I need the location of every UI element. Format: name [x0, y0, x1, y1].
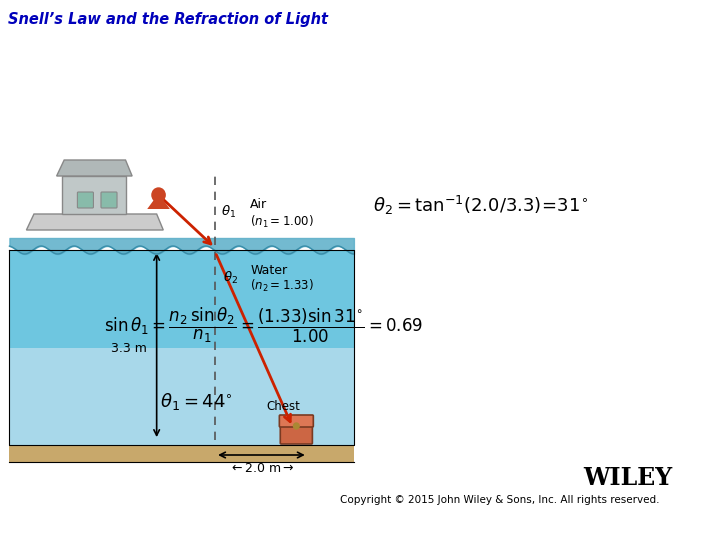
Polygon shape [57, 160, 132, 176]
Polygon shape [9, 445, 354, 462]
FancyBboxPatch shape [63, 176, 127, 214]
FancyBboxPatch shape [77, 192, 94, 208]
Text: $\theta_1$: $\theta_1$ [221, 204, 236, 220]
Polygon shape [27, 214, 163, 230]
Text: $\theta_2 = \mathrm{tan}^{-1}(2.0/3.3)\!=\!31^{\circ}$: $\theta_2 = \mathrm{tan}^{-1}(2.0/3.3)\!… [373, 193, 588, 217]
Text: $\leftarrow$2.0 m$\rightarrow$: $\leftarrow$2.0 m$\rightarrow$ [228, 462, 294, 476]
Text: Snell’s Law and the Refraction of Light: Snell’s Law and the Refraction of Light [7, 12, 328, 27]
Text: Copyright © 2015 John Wiley & Sons, Inc. All rights reserved.: Copyright © 2015 John Wiley & Sons, Inc.… [340, 495, 660, 505]
Polygon shape [9, 250, 354, 445]
Text: $\sin\theta_1 = \dfrac{n_2\,\sin\theta_2}{n_1} = \dfrac{(1.33)\sin 31^{\circ}}{1: $\sin\theta_1 = \dfrac{n_2\,\sin\theta_2… [104, 306, 423, 345]
Polygon shape [147, 200, 170, 209]
Text: $\theta_2$: $\theta_2$ [222, 270, 238, 286]
Text: Water: Water [250, 264, 287, 276]
Text: WILEY: WILEY [583, 466, 672, 490]
Polygon shape [9, 348, 354, 445]
FancyBboxPatch shape [279, 415, 313, 427]
Text: $(n_2 = 1.33)$: $(n_2 = 1.33)$ [250, 278, 314, 294]
Circle shape [294, 423, 300, 429]
FancyBboxPatch shape [101, 192, 117, 208]
FancyBboxPatch shape [280, 424, 312, 444]
Circle shape [152, 188, 165, 202]
Text: $\theta_1 = 44^{\circ}$: $\theta_1 = 44^{\circ}$ [161, 392, 233, 413]
Text: 3.3 m: 3.3 m [112, 341, 147, 354]
Text: Chest: Chest [266, 400, 300, 413]
Text: Air: Air [250, 199, 267, 212]
Text: $(n_1 = 1.00)$: $(n_1 = 1.00)$ [250, 214, 314, 230]
